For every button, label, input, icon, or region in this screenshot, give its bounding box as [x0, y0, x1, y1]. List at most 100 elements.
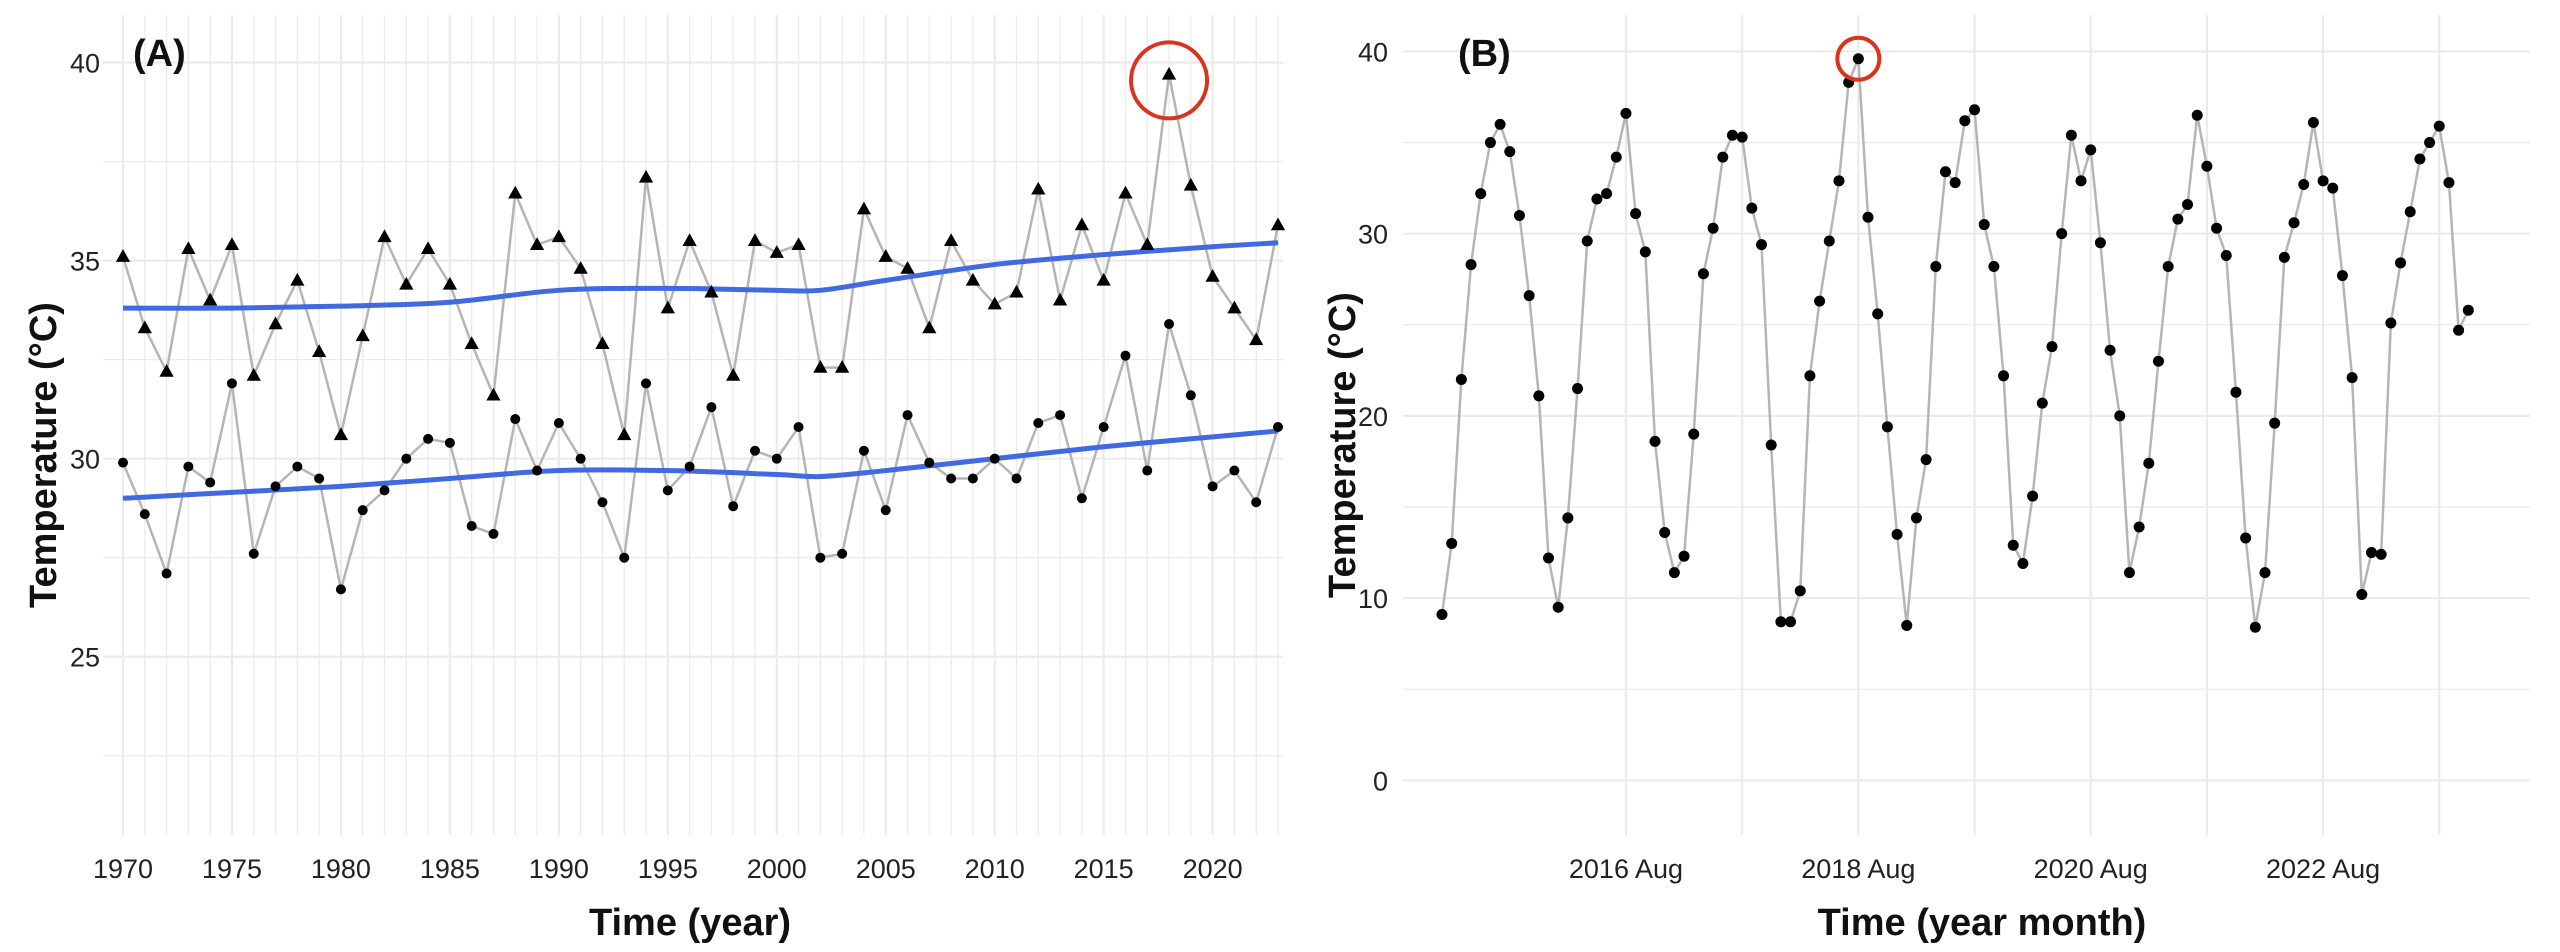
panel-b-y-axis-title: Temperature (°C)	[1322, 292, 1364, 598]
data-point-circle	[1484, 137, 1496, 149]
y-tick-label: 35	[70, 247, 100, 277]
panel-a-grid	[103, 15, 1283, 835]
data-point-triangle	[529, 237, 545, 251]
panel-b-label: (B)	[1458, 33, 1511, 75]
data-point-circle	[858, 445, 869, 456]
data-point-circle	[1659, 527, 1671, 539]
data-point-circle	[1794, 585, 1806, 597]
data-point-circle	[335, 584, 346, 595]
x-tick-label: 1990	[529, 854, 589, 884]
x-tick-label: 2016 Aug	[1569, 854, 1683, 884]
data-point-circle	[1959, 115, 1971, 127]
data-point-circle	[1872, 308, 1884, 320]
x-tick-label: 2022 Aug	[2266, 854, 2380, 884]
data-point-circle	[2094, 237, 2106, 249]
data-point-circle	[880, 505, 891, 516]
data-point-triangle	[726, 367, 741, 381]
panel-b-series-lines	[1440, 58, 2470, 628]
data-point-circle	[2365, 547, 2377, 559]
data-point-circle	[684, 461, 695, 472]
data-point-circle	[1601, 188, 1613, 200]
data-point-triangle	[900, 261, 915, 274]
data-point-circle	[2152, 355, 2164, 367]
data-point-circle	[2259, 567, 2271, 579]
panel-a-trend-lines	[122, 240, 1279, 501]
data-point-circle	[292, 461, 303, 472]
data-point-circle	[1891, 528, 1903, 540]
data-point-circle	[2143, 457, 2155, 469]
data-point-circle	[2017, 557, 2029, 569]
trend-line	[122, 428, 1279, 501]
data-point-circle	[510, 414, 521, 425]
data-point-circle	[1668, 567, 1680, 579]
data-point-circle	[1533, 390, 1545, 402]
data-point-triangle	[268, 316, 283, 330]
data-point-triangle	[1140, 237, 1155, 251]
x-tick-label: 1980	[311, 854, 371, 884]
x-tick-label: 2010	[965, 854, 1025, 884]
data-point-circle	[2298, 178, 2310, 190]
data-point-triangle	[377, 229, 392, 243]
data-point-circle	[2317, 175, 2329, 187]
data-point-triangle	[595, 336, 610, 350]
data-point-circle	[641, 378, 652, 389]
data-point-triangle	[203, 292, 218, 306]
data-point-circle	[2346, 372, 2358, 384]
data-point-circle	[924, 457, 935, 468]
data-point-circle	[1164, 318, 1175, 329]
data-point-circle	[2375, 548, 2387, 560]
data-point-circle	[2356, 588, 2368, 600]
data-point-circle	[2453, 324, 2465, 336]
data-point-triangle	[835, 360, 850, 373]
data-point-circle	[1910, 512, 1922, 524]
panel-b-x-tick-labels: 2016 Aug 2018 Aug 2020 Aug 2022 Aug	[1569, 854, 2380, 884]
data-point-circle	[771, 453, 782, 464]
data-point-circle	[488, 528, 499, 539]
data-point-circle	[2191, 109, 2203, 121]
data-point-circle	[1717, 151, 1729, 163]
data-point-triangle	[638, 169, 654, 183]
data-point-triangle	[1052, 292, 1068, 306]
x-tick-label: 2020 Aug	[2034, 854, 2148, 884]
data-point-triangle	[987, 296, 1002, 310]
data-point-circle	[444, 437, 455, 448]
data-point-circle	[1033, 418, 1044, 429]
data-point-circle	[2046, 341, 2058, 353]
x-tick-label: 1995	[638, 854, 698, 884]
y-tick-label: 30	[1358, 220, 1388, 250]
data-point-circle	[2385, 317, 2397, 329]
data-point-circle	[2182, 199, 2194, 211]
data-point-triangle	[1074, 217, 1089, 231]
data-point-circle	[1630, 208, 1642, 220]
data-point-triangle	[508, 185, 523, 199]
panel-b-points	[1436, 53, 2474, 633]
data-point-circle	[706, 402, 717, 413]
data-point-circle	[379, 485, 390, 496]
data-point-circle	[1998, 370, 2010, 382]
data-point-circle	[1543, 552, 1555, 564]
data-point-circle	[1273, 421, 1283, 432]
data-point-circle	[1969, 104, 1981, 116]
data-point-circle	[2036, 397, 2048, 409]
data-point-circle	[1978, 219, 1990, 231]
panel-a-label: (A)	[133, 33, 186, 75]
panel-b: 2016 Aug 2018 Aug 2020 Aug 2022 Aug 0 10 20 30…	[1322, 15, 2530, 944]
data-point-circle	[1804, 370, 1816, 382]
panel-a-x-axis-title: Time (year)	[589, 902, 791, 944]
y-tick-label: 40	[70, 49, 100, 79]
data-point-circle	[2307, 117, 2319, 129]
data-point-circle	[1572, 383, 1584, 395]
data-point-circle	[1649, 435, 1661, 447]
data-point-circle	[183, 461, 194, 472]
data-point-triangle	[1183, 177, 1198, 191]
data-point-circle	[967, 473, 978, 484]
data-point-circle	[1523, 290, 1535, 302]
data-point-triangle	[115, 249, 131, 262]
data-point-circle	[1688, 428, 1700, 440]
data-point-triangle	[181, 241, 196, 254]
data-point-triangle	[791, 237, 806, 251]
data-point-triangle	[399, 276, 414, 290]
data-point-circle	[1726, 129, 1738, 141]
data-point-circle	[2075, 175, 2087, 187]
data-point-circle	[1939, 166, 1951, 178]
